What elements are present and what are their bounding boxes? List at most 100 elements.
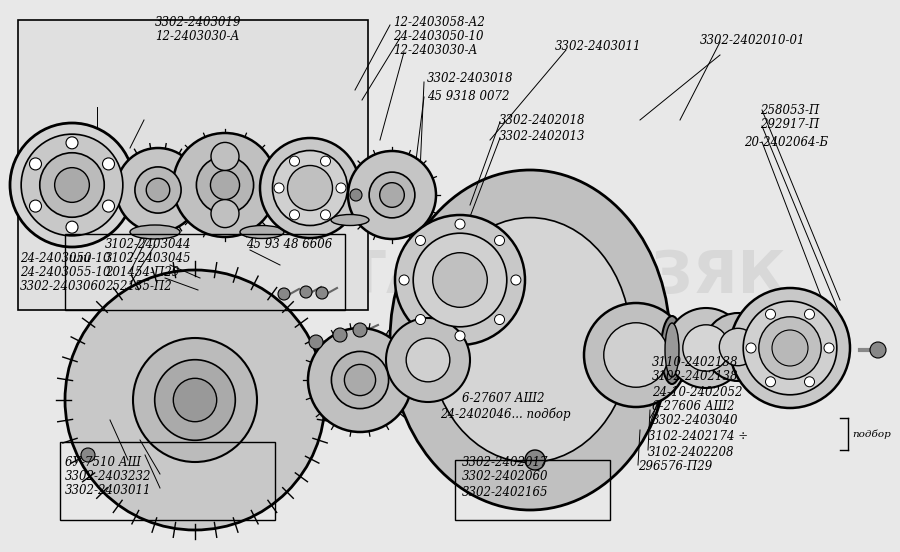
Circle shape <box>116 148 200 232</box>
Circle shape <box>278 288 290 300</box>
Circle shape <box>146 178 170 202</box>
Circle shape <box>309 335 323 349</box>
Circle shape <box>380 183 404 208</box>
Circle shape <box>704 313 772 381</box>
Text: 12-2403058-А2: 12-2403058-А2 <box>393 15 485 29</box>
Circle shape <box>511 275 521 285</box>
Text: 3102-2402138: 3102-2402138 <box>652 369 739 383</box>
Text: 3302-2402017: 3302-2402017 <box>462 455 548 469</box>
Circle shape <box>386 318 470 402</box>
Circle shape <box>211 142 239 171</box>
Ellipse shape <box>429 217 631 463</box>
Ellipse shape <box>679 320 697 380</box>
Text: 3102-2402174 ÷: 3102-2402174 ÷ <box>648 429 748 443</box>
Text: 3102-2403044: 3102-2403044 <box>105 237 192 251</box>
Circle shape <box>331 352 389 408</box>
Ellipse shape <box>665 323 679 377</box>
Text: 3302-2402013: 3302-2402013 <box>499 130 586 142</box>
Text: 45 9318 0072: 45 9318 0072 <box>427 89 509 103</box>
Circle shape <box>290 156 300 166</box>
Circle shape <box>81 448 95 462</box>
Text: 3302-2403011: 3302-2403011 <box>555 40 642 54</box>
Text: 3302-2403232: 3302-2403232 <box>65 470 151 482</box>
Circle shape <box>746 343 756 353</box>
Circle shape <box>805 309 814 319</box>
Circle shape <box>65 270 325 530</box>
Circle shape <box>805 377 814 387</box>
Ellipse shape <box>331 215 369 226</box>
Circle shape <box>455 331 465 341</box>
Circle shape <box>494 236 505 246</box>
Circle shape <box>316 287 328 299</box>
Text: 252135-П2: 252135-П2 <box>105 279 172 293</box>
Circle shape <box>395 215 525 345</box>
Circle shape <box>336 183 346 193</box>
Circle shape <box>525 450 545 470</box>
Circle shape <box>290 210 300 220</box>
Text: 296576-П29: 296576-П29 <box>638 460 712 474</box>
Text: 24-2403055-10: 24-2403055-10 <box>20 266 111 279</box>
Circle shape <box>155 360 235 440</box>
Circle shape <box>766 377 776 387</box>
Text: 3102-2403045: 3102-2403045 <box>105 252 192 264</box>
Circle shape <box>604 323 668 388</box>
Circle shape <box>133 338 257 462</box>
Circle shape <box>416 315 426 325</box>
Circle shape <box>135 167 181 213</box>
Circle shape <box>743 301 837 395</box>
Circle shape <box>211 200 239 227</box>
Circle shape <box>320 156 330 166</box>
Circle shape <box>55 168 89 203</box>
Text: 24-10-2402052: 24-10-2402052 <box>652 385 742 399</box>
FancyBboxPatch shape <box>18 20 368 310</box>
Circle shape <box>719 328 757 365</box>
Text: 6У-7510 АШ: 6У-7510 АШ <box>65 455 141 469</box>
Text: или: или <box>68 252 91 264</box>
Text: 3302-2402165: 3302-2402165 <box>462 486 548 500</box>
Circle shape <box>348 151 436 239</box>
Circle shape <box>260 138 360 238</box>
Ellipse shape <box>661 316 683 384</box>
Circle shape <box>494 315 505 325</box>
Circle shape <box>103 158 114 170</box>
Circle shape <box>308 328 412 432</box>
Circle shape <box>103 200 114 212</box>
Circle shape <box>369 172 415 218</box>
Text: 3302-2403040: 3302-2403040 <box>652 413 739 427</box>
Circle shape <box>824 343 834 353</box>
Circle shape <box>350 189 362 201</box>
Circle shape <box>174 378 217 422</box>
Text: 45 93 48 6606: 45 93 48 6606 <box>246 237 332 251</box>
Circle shape <box>274 183 284 193</box>
Text: 3302-2403018: 3302-2403018 <box>427 72 514 86</box>
Text: 3302-2403060: 3302-2403060 <box>20 280 106 294</box>
Circle shape <box>870 342 886 358</box>
Text: 24-2403050-10: 24-2403050-10 <box>20 252 111 264</box>
Text: 258053-П: 258053-П <box>760 104 819 116</box>
Circle shape <box>22 134 122 236</box>
Text: подбор: подбор <box>852 429 891 439</box>
Circle shape <box>406 338 450 382</box>
Circle shape <box>584 303 688 407</box>
Circle shape <box>353 323 367 337</box>
Circle shape <box>766 309 776 319</box>
Circle shape <box>399 275 410 285</box>
Circle shape <box>730 288 850 408</box>
Circle shape <box>66 221 78 233</box>
Text: 3302-2402018: 3302-2402018 <box>499 114 586 126</box>
Circle shape <box>320 210 330 220</box>
Circle shape <box>772 330 808 366</box>
Text: 6-27607 АШ2: 6-27607 АШ2 <box>462 391 544 405</box>
Text: 201454-П29: 201454-П29 <box>105 266 179 279</box>
Text: 3102-2402208: 3102-2402208 <box>648 445 734 459</box>
Text: ПЛАНЕТА ЖЕЛЕЗЯК: ПЛАНЕТА ЖЕЛЕЗЯК <box>115 247 785 305</box>
Circle shape <box>66 137 78 149</box>
Circle shape <box>345 364 375 396</box>
Circle shape <box>433 253 487 307</box>
Circle shape <box>333 328 347 342</box>
Circle shape <box>287 166 332 210</box>
Text: 3110-2402138: 3110-2402138 <box>652 355 739 369</box>
Circle shape <box>30 200 41 212</box>
Text: 3302-2402060: 3302-2402060 <box>462 470 548 484</box>
Circle shape <box>759 317 821 379</box>
